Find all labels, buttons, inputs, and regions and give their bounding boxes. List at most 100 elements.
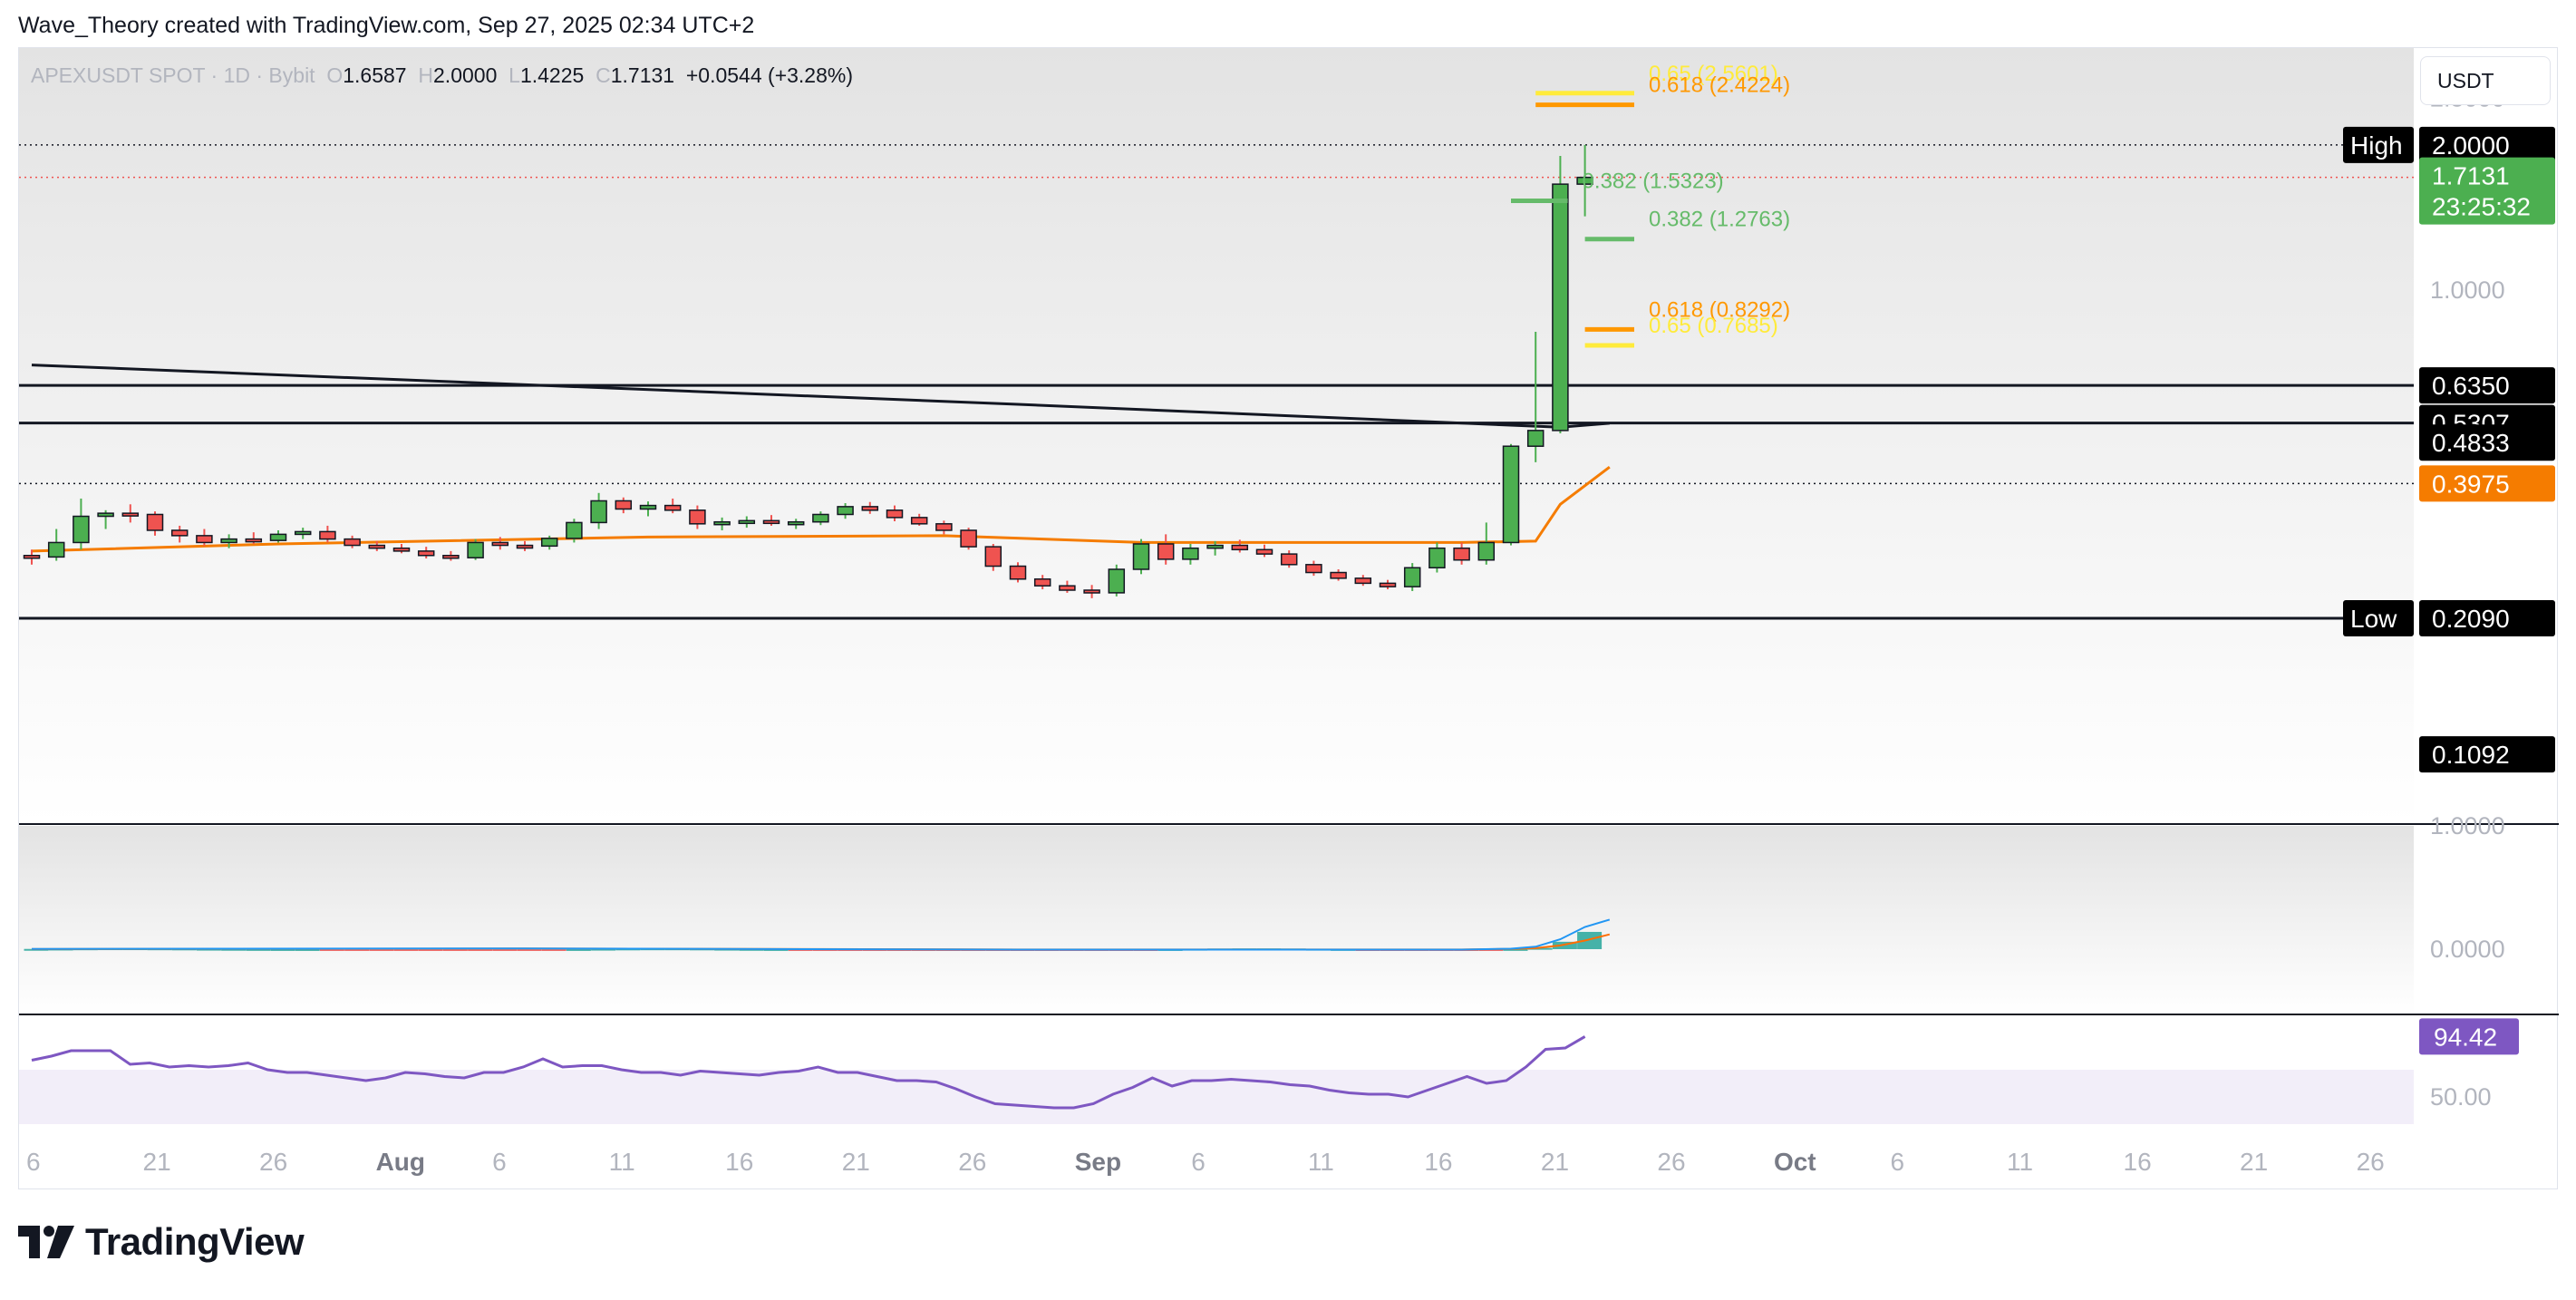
price-axis-label: 0.6350	[2432, 372, 2510, 400]
candle-body	[1132, 543, 1150, 570]
candle-body	[615, 500, 633, 510]
candle-body	[787, 520, 805, 526]
price-axis-label: 0.3975	[2432, 470, 2510, 498]
candle-body	[837, 506, 854, 516]
macd-histogram-bar	[1527, 947, 1553, 950]
currency-button[interactable]: USDT	[2420, 56, 2551, 105]
tradingview-brand: TradingView	[18, 1220, 305, 1264]
price-axis-label-bg	[2419, 126, 2555, 163]
macd-histogram-bar	[246, 948, 271, 951]
candle-body	[1428, 547, 1446, 568]
candle-body	[1576, 176, 1593, 185]
time-axis-tick: 26	[2357, 1148, 2385, 1176]
moving-average-line	[31, 364, 1610, 429]
time-axis-tick: 16	[2124, 1148, 2152, 1176]
rsi-line	[31, 1035, 1586, 1110]
rsi-band	[19, 1070, 2414, 1124]
candle-body	[516, 544, 534, 549]
candle-body	[1379, 582, 1397, 587]
candle-body	[73, 515, 90, 544]
fib-level-label: 0.65 (2.5601)	[1649, 62, 1778, 86]
price-axis-tick: 1.0000	[2430, 276, 2505, 304]
macd-histogram-bar	[566, 948, 591, 951]
macd-histogram-bar	[517, 949, 542, 951]
macd-histogram-bar	[468, 949, 493, 951]
macd-histogram-bar	[812, 949, 838, 951]
candle-body	[1552, 183, 1569, 432]
macd-axis-tick: 0.0000	[2430, 936, 2505, 963]
candle-body	[1403, 567, 1421, 587]
time-axis-tick: 11	[1308, 1148, 1334, 1176]
time-axis-tick: 16	[1424, 1148, 1452, 1176]
macd-histogram-bar	[541, 949, 567, 951]
price-axis-label: 0.1092	[2432, 741, 2510, 769]
price-axis-label-bg	[2419, 367, 2555, 404]
macd-histogram-bar	[492, 949, 518, 951]
legend-open-label: O	[326, 63, 344, 87]
price-tag-bg	[2343, 126, 2414, 163]
macd-histogram-bar	[1503, 948, 1528, 951]
candle-body	[47, 541, 65, 558]
candle-body	[1330, 571, 1347, 579]
rsi-value-label-bg	[2419, 1018, 2519, 1055]
candle-body	[1206, 544, 1224, 549]
price-axis-label: 1.7131	[2432, 162, 2510, 190]
macd-histogram-bar	[344, 949, 370, 951]
candle-body	[762, 519, 780, 525]
candle-body	[23, 554, 41, 559]
price-axis-label-bg	[2419, 157, 2555, 225]
rsi-axis-tick: 50.00	[2430, 1083, 2492, 1111]
candle-body	[146, 513, 164, 531]
time-axis-tick: 26	[259, 1148, 287, 1176]
candle-body	[97, 512, 114, 518]
price-tag-bg	[2343, 600, 2414, 637]
chart-attribution-caption: Wave_Theory created with TradingView.com…	[18, 13, 755, 38]
candle-body	[344, 538, 361, 547]
candle-body	[861, 506, 879, 511]
macd-line	[31, 918, 1611, 951]
candle-body	[910, 517, 928, 525]
candle-body	[590, 500, 607, 524]
fib-level-label: 0.382 (1.2763)	[1649, 208, 1790, 232]
candle-body	[368, 544, 386, 549]
candle-body	[1182, 547, 1199, 560]
price-axis-label: 0.2090	[2432, 605, 2510, 633]
time-axis-tick: 11	[2007, 1148, 2033, 1176]
time-axis-tick: Oct	[1774, 1148, 1816, 1176]
candle-body	[1453, 547, 1470, 561]
candle-body	[269, 533, 287, 541]
legend-close-value: 1.7131	[610, 63, 675, 87]
candle-body	[392, 547, 411, 552]
tradingview-wordmark: TradingView	[85, 1220, 305, 1263]
legend-symbol: APEXUSDT SPOT · 1D · Bybit	[31, 63, 315, 87]
candle-body	[886, 509, 904, 519]
price-axis-label: 0.4833	[2432, 429, 2510, 457]
macd-histogram-bar	[221, 948, 247, 951]
time-axis-tick: 21	[2240, 1148, 2268, 1176]
candle-body	[1009, 565, 1027, 580]
price-tag-label: High	[2350, 131, 2403, 160]
candle-body	[220, 538, 237, 544]
rsi-value-label: 94.42	[2434, 1023, 2497, 1051]
candle-body	[1280, 553, 1298, 566]
time-axis-tick: 6	[1890, 1148, 1904, 1176]
macd-histogram-bar	[319, 949, 344, 951]
candle-body	[319, 530, 336, 540]
candle-body	[1083, 589, 1100, 594]
macd-axis-tick: 1.0000	[2430, 812, 2505, 839]
candle-body	[1502, 445, 1520, 544]
candle-body	[1305, 564, 1322, 574]
time-axis-tick: 26	[1657, 1148, 1685, 1176]
macd-histogram-bar	[1577, 931, 1603, 949]
candle-body	[170, 529, 189, 537]
candle-body	[1059, 585, 1076, 591]
fib-level-label: 0.65 (0.7685)	[1649, 314, 1778, 338]
legend-close-label: C	[596, 63, 611, 87]
candle-body	[960, 529, 977, 548]
macd-histogram-bar	[270, 948, 295, 951]
candle-body	[738, 519, 756, 525]
bar-countdown: 23:25:32	[2432, 193, 2531, 221]
price-axis-label-bg	[2419, 424, 2555, 461]
